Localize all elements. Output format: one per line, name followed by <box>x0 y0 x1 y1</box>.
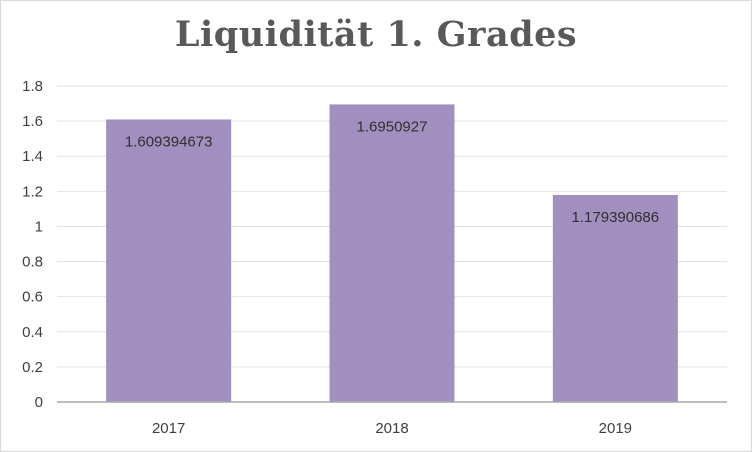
data-label: 1.609394673 <box>125 133 213 150</box>
bar-2019 <box>552 194 678 402</box>
y-tick-label: 1.8 <box>22 78 43 95</box>
y-tick-label: 1.6 <box>22 113 43 130</box>
y-tick-label: 1.4 <box>22 148 43 165</box>
y-tick-label: 0.2 <box>22 359 43 376</box>
x-tick-label: 2017 <box>152 420 185 437</box>
bar-2018 <box>329 104 455 403</box>
x-tick-label: 2019 <box>599 420 632 437</box>
data-label: 1.179390686 <box>572 209 660 226</box>
chart-title: Liquidität 1. Grades <box>174 14 578 55</box>
y-tick-label: 0 <box>35 394 43 411</box>
y-tick-label: 0.6 <box>22 289 43 306</box>
y-tick-label: 1 <box>35 218 43 235</box>
y-tick-label: 0.4 <box>22 324 43 341</box>
bar-2017 <box>106 119 232 402</box>
data-label: 1.6950927 <box>357 118 428 135</box>
x-tick-label: 2018 <box>375 420 408 437</box>
y-tick-label: 0.8 <box>22 254 43 271</box>
y-tick-label: 1.2 <box>22 183 43 200</box>
